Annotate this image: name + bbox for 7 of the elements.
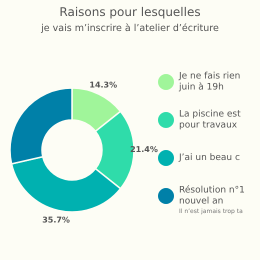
data-label: 35.7% [42, 215, 70, 224]
legend-label: Résolution n°1 nouvel an [179, 184, 245, 207]
legend-label: Je ne fais rien juin à 19h [178, 72, 240, 93]
legend-label: La piscine est pour travaux [179, 110, 242, 131]
legend-label: J’ai un beau c [178, 153, 240, 164]
data-label: 14.3% [89, 80, 118, 90]
chart-title: Raisons pour lesquelles je vais m’inscrire à l’atelier d’écriture [40, 5, 219, 34]
